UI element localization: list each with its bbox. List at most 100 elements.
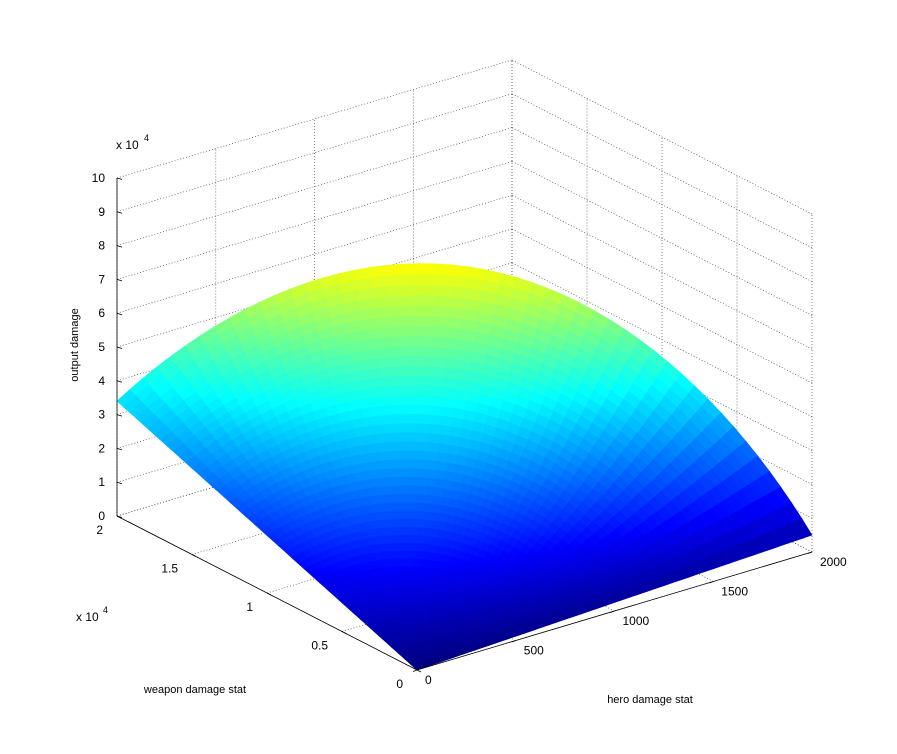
wall-grid-line	[511, 93, 813, 249]
y-tick-mark	[191, 554, 197, 557]
surface-patch	[419, 263, 437, 275]
z-axis-label: output damage	[69, 308, 81, 381]
y-tick-mark	[266, 592, 272, 596]
z-tick-label: 4	[98, 374, 105, 388]
surface-patch	[405, 356, 420, 367]
surface-patch	[424, 511, 434, 522]
surface-patch	[431, 346, 447, 359]
surface-patch	[411, 550, 419, 560]
surface-patch	[364, 425, 378, 437]
surface-patch	[397, 441, 410, 452]
surface-patch	[433, 495, 443, 506]
surface-patch	[417, 566, 424, 576]
surface-patch	[404, 305, 420, 317]
y-tick-label: 0.5	[311, 639, 328, 653]
surface-patch	[444, 357, 459, 371]
surface-patch	[425, 503, 435, 513]
surface-patch	[389, 305, 406, 318]
surface-patch	[391, 346, 407, 358]
surface-patch	[418, 441, 430, 452]
surface-patch	[401, 485, 411, 495]
surface-patch	[418, 414, 431, 425]
surface-patch	[408, 450, 419, 461]
surface-patch	[418, 395, 431, 406]
surface-patch	[418, 315, 435, 328]
x-tick-mark	[807, 551, 813, 554]
surface-patch	[417, 527, 426, 537]
surface-patch	[388, 510, 398, 520]
surface-patch	[368, 377, 383, 390]
surface-patch	[418, 432, 430, 443]
surface-patch	[388, 450, 400, 461]
surface-patch	[412, 558, 419, 568]
surface-patch	[407, 413, 420, 425]
x-tick-label: 500	[524, 644, 544, 658]
surface-patch	[393, 375, 408, 387]
surface-patch	[382, 395, 397, 407]
surface-patch	[428, 423, 441, 435]
surface-patch	[440, 406, 454, 418]
surface-patch	[425, 486, 436, 497]
surface-patch	[399, 468, 410, 478]
surface-patch	[427, 460, 438, 471]
surface-patch	[362, 416, 376, 428]
surface-patch	[417, 510, 426, 521]
surface-patch	[426, 468, 437, 480]
wall-grid-line	[511, 127, 813, 282]
surface-patch	[377, 494, 388, 505]
surface-patch	[399, 542, 407, 552]
surface-patch	[432, 336, 448, 349]
surface-patch	[388, 295, 405, 308]
z-tick-label: 2	[98, 441, 105, 455]
surface-patch	[424, 519, 433, 530]
wall-grid-line	[511, 59, 813, 215]
surface-patch	[380, 366, 395, 379]
z-multiplier: x 10 4	[116, 133, 149, 152]
surface	[116, 263, 813, 671]
wall-grid-line	[116, 93, 513, 213]
surface-patch	[418, 284, 436, 297]
surface-patch	[410, 526, 419, 537]
surface-patch	[410, 518, 419, 528]
surface-patch	[387, 274, 405, 287]
surface-patch	[384, 485, 395, 496]
surface-patch	[373, 414, 387, 426]
surface-patch	[381, 376, 395, 388]
surface-patch	[418, 423, 430, 434]
svg-text:x 10: x 10	[116, 138, 139, 152]
surface-patch	[442, 387, 456, 400]
surface-patch	[444, 347, 460, 361]
x-tick-mark	[610, 610, 615, 613]
surface-patch	[406, 558, 414, 567]
y-tick-label: 1	[246, 600, 253, 614]
x-axis-label: hero damage stat	[607, 694, 693, 706]
surface-patch	[361, 461, 374, 473]
surface-patch	[410, 510, 419, 520]
surface-patch	[417, 485, 428, 496]
x-tick-label: 1500	[721, 585, 748, 599]
svg-text:x 10: x 10	[76, 610, 99, 624]
surface-patch	[386, 263, 404, 277]
surface-patch	[418, 450, 429, 461]
surface-patch	[446, 327, 463, 341]
surface-patch	[409, 588, 415, 597]
surface-patch	[429, 414, 442, 426]
surface-patch	[417, 468, 428, 479]
surface-patch	[379, 451, 391, 462]
surface-patch	[436, 461, 448, 472]
surface-patch	[413, 595, 418, 604]
surface-patch	[417, 543, 425, 553]
surface-patch	[392, 485, 403, 495]
y-tick-label: 2	[96, 523, 103, 537]
surface-patch	[393, 493, 403, 504]
surface-patch	[432, 316, 449, 329]
surface-patch	[431, 520, 440, 531]
surface-patch	[377, 337, 393, 350]
surface-patch	[434, 487, 444, 498]
surface-patch	[418, 336, 434, 348]
surface-patch	[430, 386, 444, 398]
z-tick-mark	[116, 448, 123, 451]
surface-patch	[402, 502, 412, 512]
surface-patch	[403, 273, 420, 286]
